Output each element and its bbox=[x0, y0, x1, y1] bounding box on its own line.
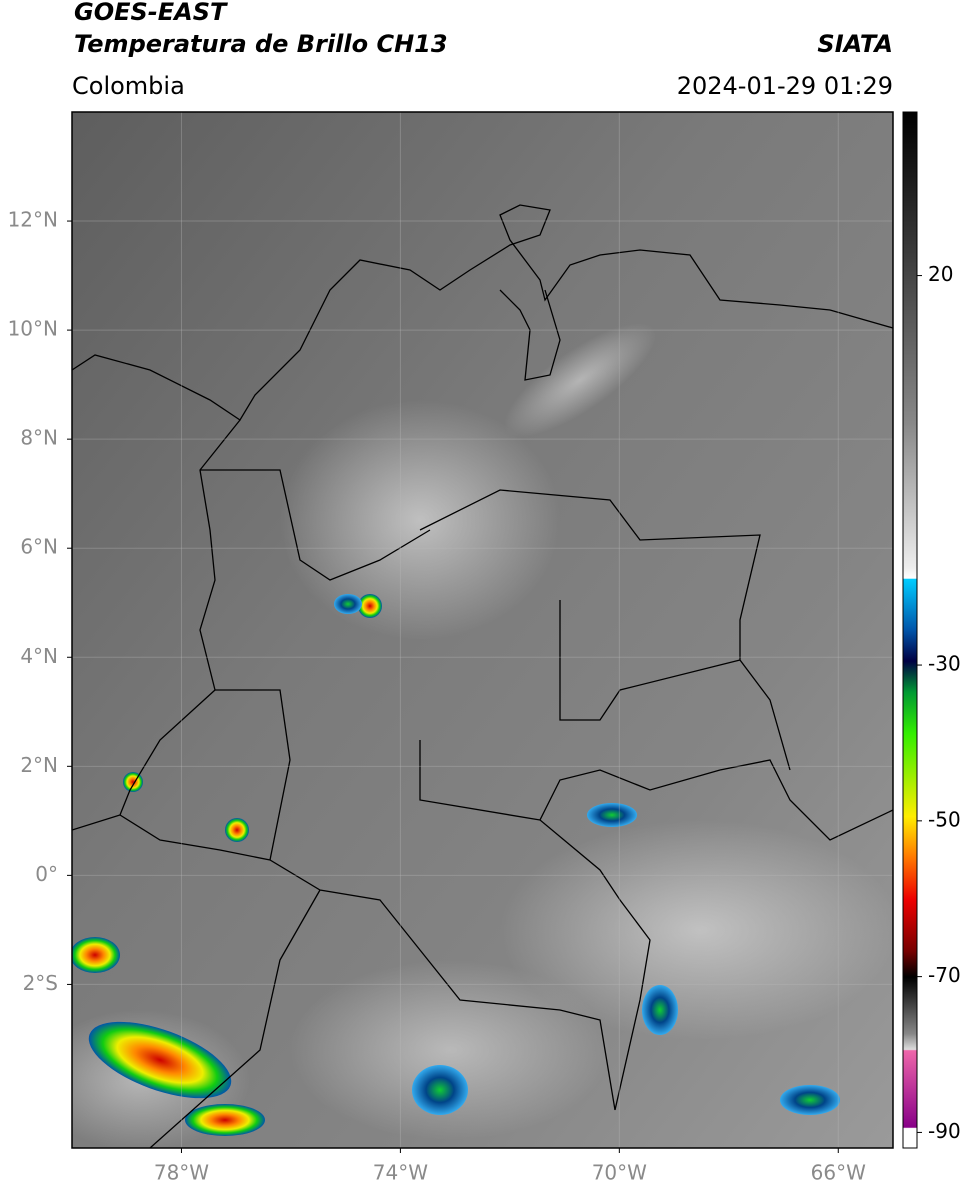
colorbar bbox=[902, 111, 918, 1149]
map-frame bbox=[71, 111, 894, 1149]
y-tick-label: 2°N bbox=[20, 753, 58, 777]
timestamp: 2024-01-29 01:29 bbox=[677, 72, 893, 100]
region: Colombia bbox=[72, 72, 185, 100]
y-tick-label: 6°N bbox=[20, 535, 58, 559]
y-tick-label: 2°S bbox=[23, 971, 58, 995]
colorbar-tick-label: -50 bbox=[928, 807, 961, 831]
source: SIATA bbox=[817, 30, 893, 58]
x-tick-label: 78°W bbox=[154, 1161, 209, 1185]
satellite: GOES-EAST bbox=[74, 0, 228, 26]
x-tick-label: 74°W bbox=[373, 1161, 428, 1185]
y-tick-label: 8°N bbox=[20, 426, 58, 450]
y-tick-label: 10°N bbox=[8, 317, 58, 341]
colorbar-tick-label: 20 bbox=[928, 262, 953, 286]
gridlines bbox=[72, 112, 893, 1148]
x-tick-label: 70°W bbox=[592, 1161, 647, 1185]
map-image bbox=[72, 112, 893, 1148]
y-tick-label: 12°N bbox=[8, 208, 58, 232]
y-tick-label: 0° bbox=[35, 862, 58, 886]
colorbar-tick-label: -90 bbox=[928, 1119, 961, 1143]
x-tick-label: 66°W bbox=[811, 1161, 866, 1185]
product: Temperatura de Brillo CH13 bbox=[74, 30, 448, 58]
colorbar-tick-label: -30 bbox=[928, 652, 961, 676]
colorbar-tick-label: -70 bbox=[928, 963, 961, 987]
y-tick-label: 4°N bbox=[20, 644, 58, 668]
